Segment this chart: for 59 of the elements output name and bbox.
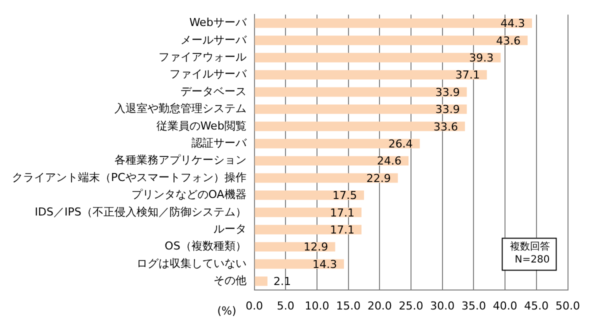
bar [254, 104, 467, 114]
y-tick-label: 入退室や勤怠管理システム [114, 102, 246, 116]
y-tick-label: Webサーバ [189, 16, 248, 30]
data-label: 17.1 [330, 206, 355, 220]
bar [254, 122, 465, 132]
y-tick-label: その他 [213, 274, 246, 288]
data-label: 33.9 [435, 86, 460, 99]
x-axis-title: (%) [217, 304, 236, 318]
x-tick-label: 0.0 [246, 299, 264, 312]
bar [254, 36, 528, 46]
data-label: 33.9 [435, 103, 460, 116]
data-label: 26.4 [388, 137, 413, 150]
bar [254, 224, 362, 234]
data-label: 24.6 [377, 154, 402, 168]
x-tick-label: 5.0 [276, 299, 294, 312]
bar [254, 70, 487, 80]
bar [254, 276, 268, 286]
annotation: 複数回答 N=280 [510, 240, 550, 266]
data-label: 37.1 [455, 68, 480, 82]
x-tick-label: 45.0 [524, 299, 549, 312]
bar [254, 190, 364, 200]
x-tick-label: 40.0 [492, 299, 518, 312]
bar [254, 87, 467, 97]
data-label: 12.9 [304, 240, 328, 254]
data-label: 17.1 [330, 223, 355, 236]
bar [254, 18, 532, 28]
y-tick-label: IDS／IPS（不正侵入検知／防御システム） [34, 205, 246, 218]
bar [254, 208, 362, 218]
x-tick-label: 15.0 [336, 299, 361, 312]
bar [254, 242, 336, 252]
y-tick-label: プリンタなどのOA機器 [131, 188, 246, 202]
x-tick-label: 30.0 [430, 299, 455, 312]
y-tick-label: クライアント端末（PCやスマートフォン）操作 [12, 170, 246, 184]
y-tick-label: OS（複数種類） [164, 240, 246, 253]
data-label: 33.6 [433, 120, 458, 134]
x-tick-label: 25.0 [398, 299, 424, 312]
y-tick-label: メールサーバ [180, 33, 248, 46]
x-tick-label: 35.0 [461, 299, 486, 312]
data-label: 17.5 [332, 189, 358, 202]
data-label: 22.9 [366, 172, 391, 185]
y-tick-label: ログは収集していない [136, 256, 246, 270]
y-tick-label: データベース [180, 84, 246, 98]
bar [254, 138, 420, 148]
data-label: 39.3 [469, 51, 494, 64]
y-tick-label: 各種業務アプリケーション [114, 154, 246, 167]
x-tick-label: 20.0 [367, 299, 392, 312]
y-tick-label: ルータ [213, 222, 246, 236]
data-label: 44.3 [500, 17, 526, 30]
bar [254, 156, 409, 166]
y-tick-label: ファイアウォール [158, 50, 246, 64]
x-tick-label: 10.0 [304, 299, 330, 312]
data-label: 14.3 [312, 258, 337, 271]
bar [254, 52, 501, 62]
y-tick-label: ファイルサーバ [169, 68, 248, 81]
data-label: 43.6 [496, 34, 521, 48]
y-tick-label: 従業員のWeb閲覧 [156, 119, 246, 132]
x-tick-label: 50.0 [556, 299, 580, 312]
data-label: 2.1 [273, 275, 291, 288]
y-tick-label: 認証サーバ [191, 136, 248, 150]
